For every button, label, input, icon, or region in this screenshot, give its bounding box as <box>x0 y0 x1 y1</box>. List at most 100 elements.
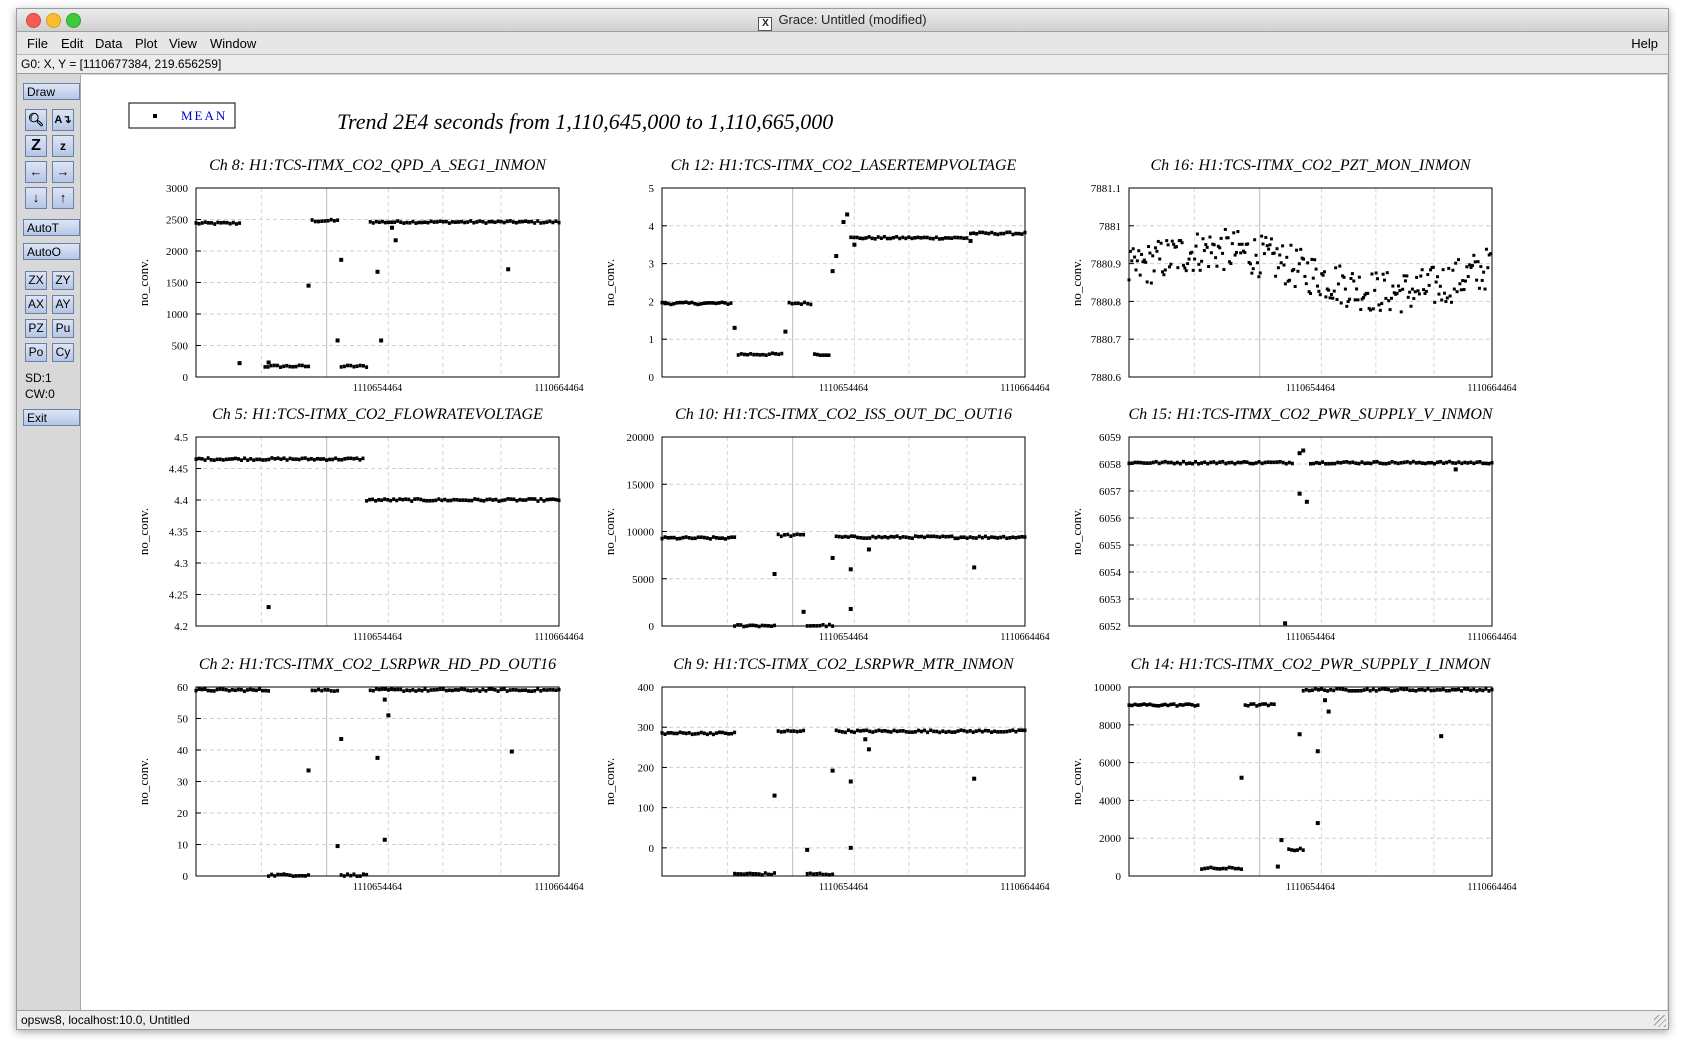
autoscale-text-button[interactable]: A↴ <box>52 109 74 131</box>
chart-panel-9[interactable]: Ch 14: H1:TCS-ITMX_CO2_PWR_SUPPLY_I_INMO… <box>1069 656 1517 893</box>
y-tick-label: 6058 <box>1099 459 1122 471</box>
data-point <box>776 532 780 537</box>
data-point <box>437 497 441 501</box>
autoscale-y-button[interactable]: AY <box>52 295 74 314</box>
data-point <box>472 220 476 225</box>
data-point <box>1222 267 1226 271</box>
data-point <box>1396 284 1400 288</box>
po-button[interactable]: Po <box>25 343 47 362</box>
data-point <box>736 872 740 876</box>
data-point <box>708 301 712 305</box>
data-point <box>1263 702 1267 706</box>
data-point <box>1193 704 1197 708</box>
menu-file[interactable]: File <box>27 36 48 51</box>
data-point <box>901 729 905 733</box>
cy-button[interactable]: Cy <box>52 343 74 362</box>
data-point <box>1431 265 1435 269</box>
menu-edit[interactable]: Edit <box>61 36 84 51</box>
data-point <box>975 231 979 236</box>
menu-window[interactable]: Window <box>210 36 257 51</box>
data-point <box>935 534 939 539</box>
data-point <box>993 232 997 236</box>
data-point <box>980 535 984 540</box>
plot-canvas[interactable]: MEAN Trend 2E4 seconds from 1,110,645,00… <box>81 75 1667 1010</box>
chart-panel-4[interactable]: Ch 5: H1:TCS-ITMX_CO2_FLOWRATEVOLTAGE 4.5… <box>136 406 584 643</box>
data-point <box>699 302 703 306</box>
data-point <box>1304 687 1308 692</box>
data-point <box>693 301 697 306</box>
data-point <box>1339 301 1343 305</box>
data-point <box>446 498 450 503</box>
data-point <box>684 300 688 304</box>
data-point <box>663 301 667 306</box>
data-point <box>754 623 758 628</box>
data-point <box>990 730 994 734</box>
data-point <box>986 729 990 733</box>
autoo-button[interactable]: AutoO <box>23 243 80 260</box>
data-point <box>1355 287 1359 291</box>
scroll-right-button[interactable]: → <box>52 161 74 183</box>
data-point <box>780 351 784 356</box>
zoom-z-small-icon: z <box>60 139 66 153</box>
chart-panel-5[interactable]: Ch 10: H1:TCS-ITMX_CO2_ISS_OUT_DC_OUT16 2… <box>602 406 1050 643</box>
zoom-in-button[interactable]: Z <box>25 135 47 157</box>
chart-panel-7[interactable]: Ch 2: H1:TCS-ITMX_CO2_LSRPWR_HD_PD_OUT16… <box>136 656 584 893</box>
menu-help[interactable]: Help <box>1631 36 1658 51</box>
chart-panel-2[interactable]: Ch 12: H1:TCS-ITMX_CO2_LASERTEMPVOLTAGE 5… <box>602 157 1050 394</box>
pz-button[interactable]: PZ <box>25 319 47 338</box>
data-point <box>702 301 706 306</box>
data-point <box>300 363 304 368</box>
data-point <box>1434 280 1438 284</box>
autoscale-x-button[interactable]: AX <box>25 295 47 314</box>
data-point <box>310 688 314 693</box>
data-point <box>514 220 518 225</box>
legend-box[interactable]: MEAN <box>128 102 236 129</box>
data-point <box>764 353 768 357</box>
data-point <box>325 458 329 462</box>
data-point <box>1135 259 1139 263</box>
zoom-magnifier-button[interactable]: 🔍︎ <box>25 109 47 131</box>
zoom-x-button[interactable]: ZX <box>25 271 47 290</box>
data-point <box>505 689 509 693</box>
data-point <box>1490 687 1494 692</box>
data-point <box>1441 687 1445 692</box>
close-window-button[interactable] <box>26 13 41 28</box>
maximize-window-button[interactable] <box>66 13 81 28</box>
data-point <box>714 301 718 306</box>
y-tick-label: 1000 <box>166 309 189 321</box>
data-point <box>849 235 853 240</box>
y-tick-label: 1 <box>649 334 655 346</box>
chart-panel-8[interactable]: Ch 9: H1:TCS-ITMX_CO2_LSRPWR_MTR_INMON 40… <box>602 656 1050 893</box>
minimize-window-button[interactable] <box>46 13 61 28</box>
chart-panel-3[interactable]: Ch 16: H1:TCS-ITMX_CO2_PZT_MON_INMON 7881… <box>1069 157 1517 394</box>
resize-grip-icon[interactable] <box>1654 1015 1666 1027</box>
data-point <box>1320 687 1324 691</box>
chart-panel-1[interactable]: Ch 8: H1:TCS-ITMX_CO2_QPD_A_SEG1_INMON 30… <box>136 157 584 394</box>
scroll-left-button[interactable]: ← <box>25 161 47 183</box>
data-point <box>1427 283 1431 287</box>
pu-button[interactable]: Pu <box>52 319 74 338</box>
zoom-y-button[interactable]: ZY <box>52 271 74 290</box>
data-point <box>1138 273 1142 277</box>
scroll-down-button[interactable]: ↓ <box>25 187 47 209</box>
data-point <box>1169 262 1173 266</box>
y-tick-label: 4.5 <box>174 432 188 444</box>
zoom-out-button[interactable]: z <box>52 135 74 157</box>
graph-area[interactable]: MEAN Trend 2E4 seconds from 1,110,645,00… <box>81 75 1667 1010</box>
data-point <box>1311 276 1315 280</box>
menu-plot[interactable]: Plot <box>135 36 158 51</box>
menu-view[interactable]: View <box>169 36 197 51</box>
menu-data[interactable]: Data <box>95 36 123 51</box>
exit-button[interactable]: Exit <box>23 409 80 426</box>
scroll-up-button[interactable]: ↑ <box>52 187 74 209</box>
autot-button[interactable]: AutoT <box>23 219 80 236</box>
data-point <box>1443 291 1447 295</box>
data-point <box>1290 848 1294 852</box>
data-point <box>1023 230 1027 235</box>
draw-button[interactable]: Draw <box>23 83 80 100</box>
data-point <box>1307 290 1311 294</box>
chart-panel-6[interactable]: Ch 15: H1:TCS-ITMX_CO2_PWR_SUPPLY_V_INMO… <box>1069 406 1517 643</box>
data-point <box>318 457 322 461</box>
data-point <box>1142 461 1146 465</box>
y-tick-label: 2 <box>649 296 655 308</box>
